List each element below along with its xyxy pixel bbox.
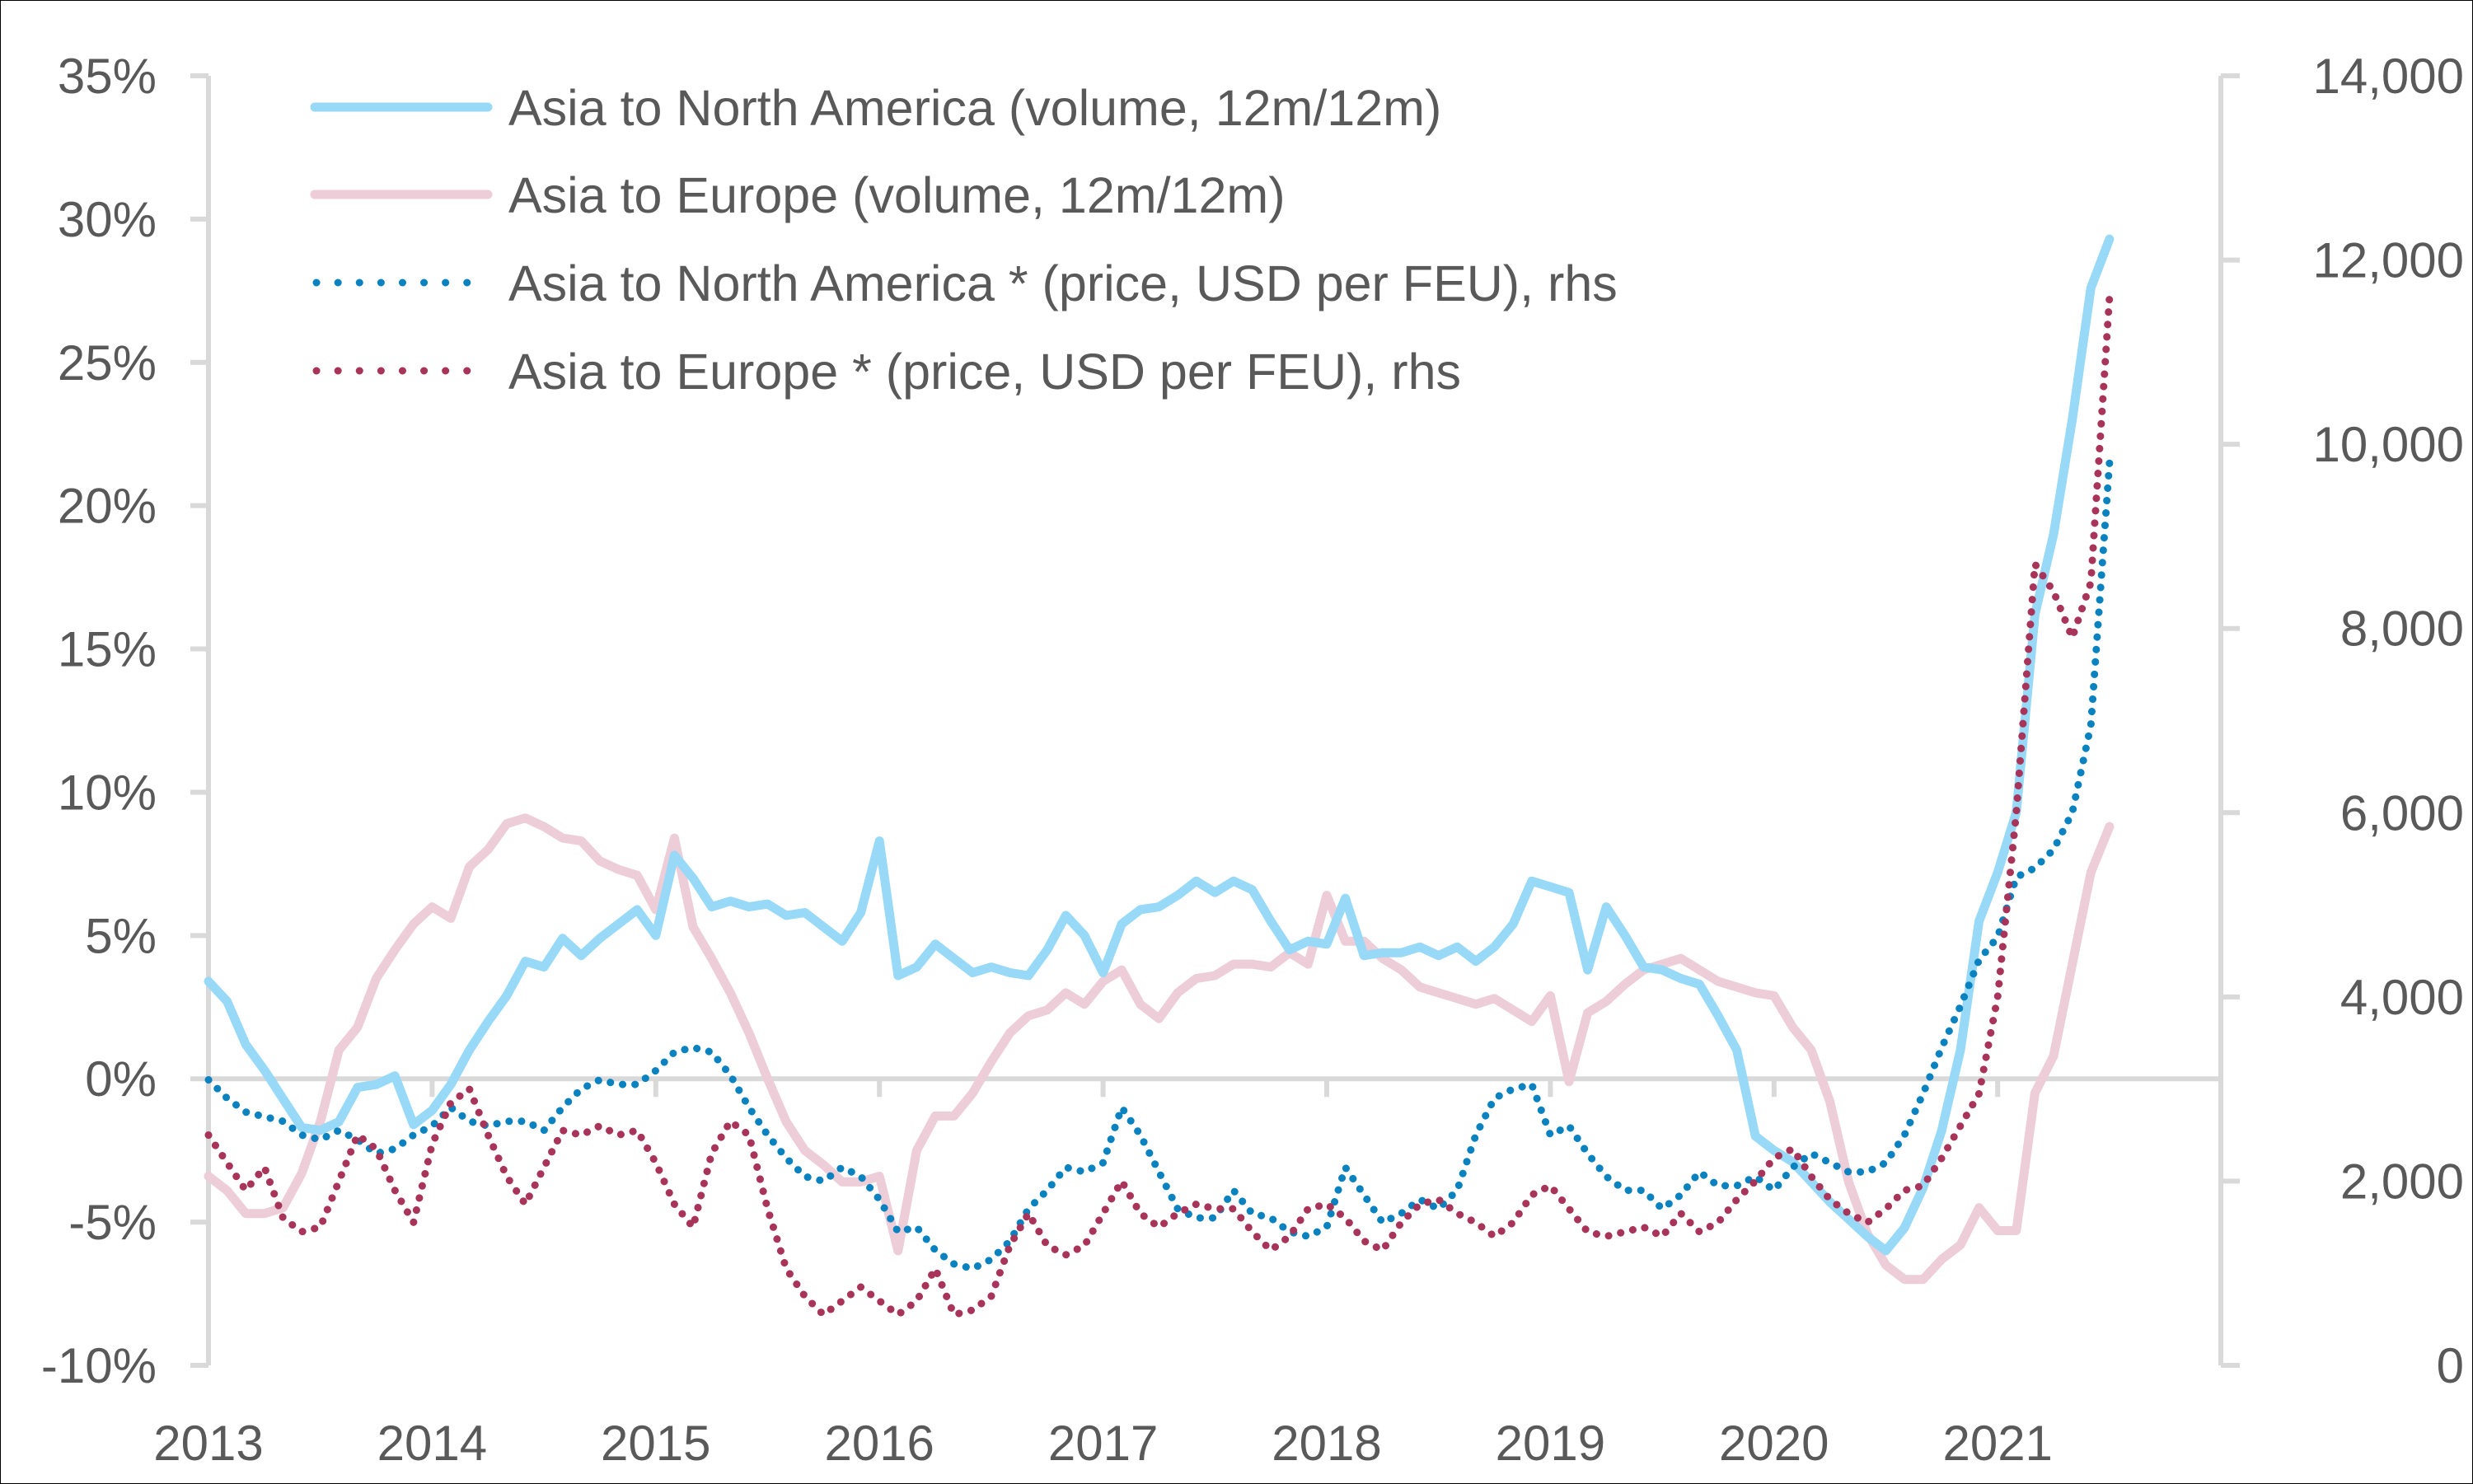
left-axis-tick-label: -10% (41, 1338, 157, 1393)
left-axis-tick-label: 25% (58, 335, 157, 391)
legend-label-1: Asia to North America (volume, 12m/12m) (508, 80, 1441, 136)
axes: 35% 30% 25% 20% 15% 10% 5% 0% -5% -10% 14,000 12,00… (41, 49, 2464, 1471)
left-axis-tick-label: 10% (58, 765, 157, 820)
left-axis-tick-label: 15% (58, 622, 157, 677)
left-axis-tick-label: 30% (58, 192, 157, 247)
right-axis-tick-label: 6,000 (2340, 785, 2464, 840)
series-lines (204, 234, 2115, 1318)
right-axis-tick-label: 12,000 (2312, 233, 2464, 288)
x-axis-tick-label: 2015 (601, 1416, 710, 1471)
legend: Asia to North America (volume, 12m/12m) A… (310, 80, 1618, 400)
legend-label-2: Asia to Europe (volume, 12m/12m) (508, 167, 1286, 223)
x-axis-tick-label: 2013 (153, 1416, 263, 1471)
x-axis-tick-label: 2020 (1719, 1416, 1829, 1471)
right-axis-tick-label: 14,000 (2312, 49, 2464, 104)
x-axis-tick-label: 2016 (824, 1416, 934, 1471)
x-axis-tick-label: 2018 (1272, 1416, 1381, 1471)
series-line-3 (204, 459, 2114, 1273)
left-axis-tick-label: 20% (58, 479, 157, 534)
right-axis-tick-label: 4,000 (2340, 970, 2464, 1025)
right-axis-tick-label: 2,000 (2340, 1154, 2464, 1209)
legend-label-3: Asia to North America * (price, USD per … (508, 255, 1618, 311)
left-axis-tick-label: 0% (85, 1051, 157, 1107)
left-axis-tick-label: -5% (68, 1195, 157, 1250)
right-axis-tick-label: 0 (2437, 1338, 2464, 1393)
series-line-2 (204, 813, 2115, 1285)
series-line-1 (204, 234, 2115, 1256)
series-line-4 (204, 293, 2114, 1318)
x-axis-tick-label: 2021 (1942, 1416, 2052, 1471)
x-axis-tick-label: 2019 (1496, 1416, 1605, 1471)
left-axis-tick-label: 5% (85, 908, 157, 963)
right-axis-tick-label: 10,000 (2312, 417, 2464, 472)
x-axis-tick-label: 2014 (377, 1416, 487, 1471)
legend-label-4: Asia to Europe * (price, USD per FEU), r… (508, 344, 1461, 400)
right-axis-tick-label: 8,000 (2340, 602, 2464, 657)
x-axis-tick-label: 2017 (1048, 1416, 1158, 1471)
left-axis-tick-label: 35% (58, 49, 157, 104)
